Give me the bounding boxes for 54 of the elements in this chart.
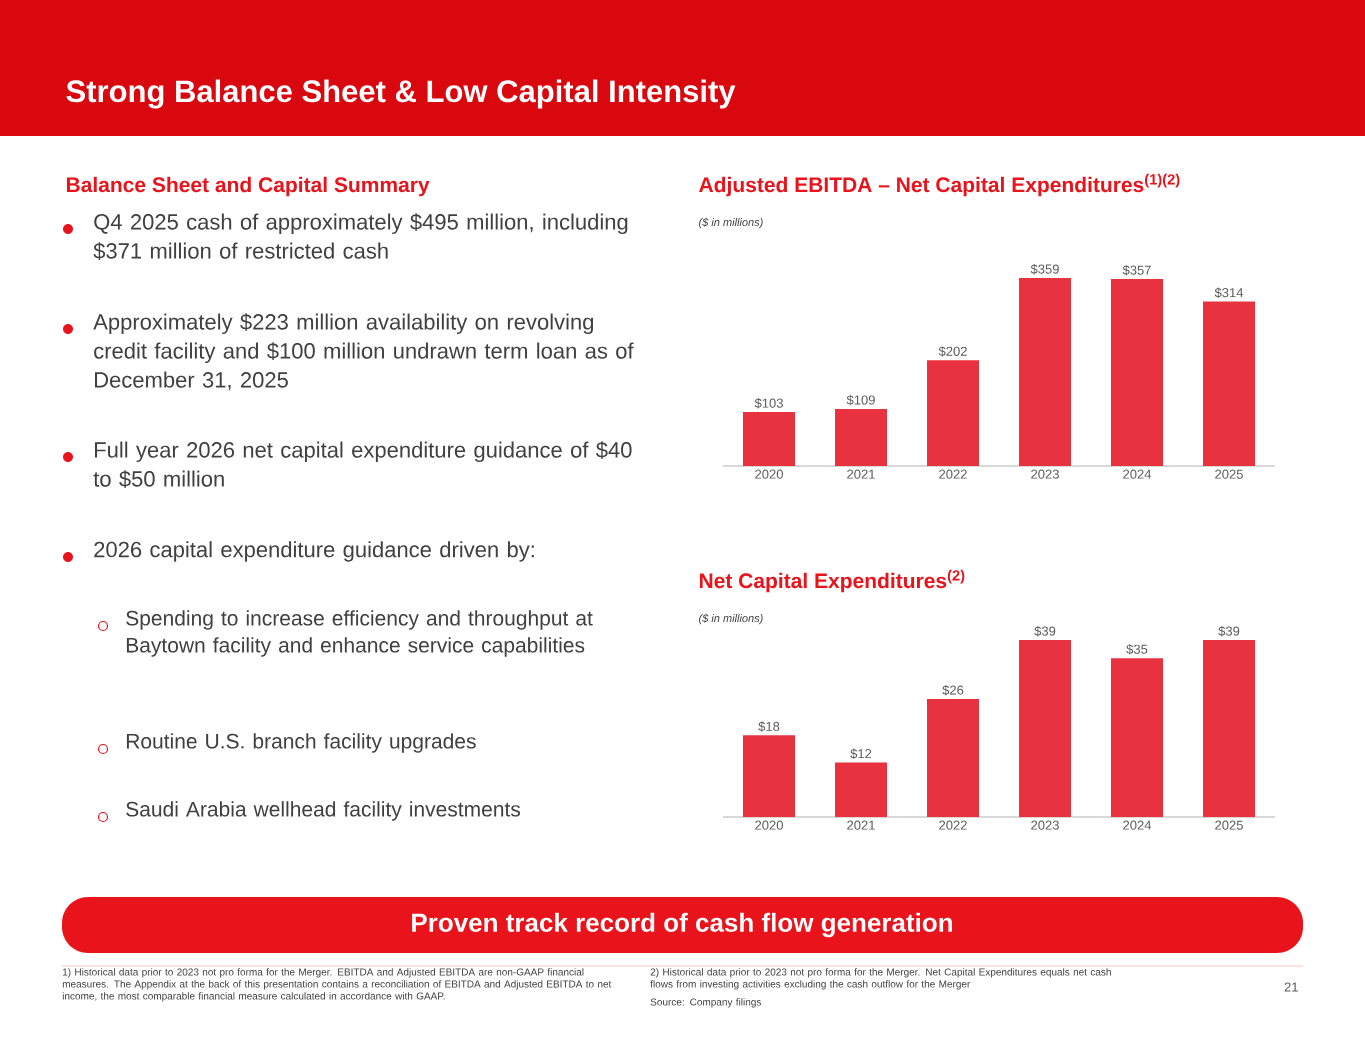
text: 21 [1284, 982, 1298, 992]
data-label: $12 [850, 748, 872, 759]
x-tick-label: 2022 [939, 469, 967, 479]
data-label: $202 [938, 346, 967, 357]
data-label: $357 [1122, 264, 1151, 276]
text: Approximately $223 million availability on revolving credit facility and $100 million undrawn term loan as of December 31, 2025 [93, 313, 634, 391]
chart-subtitle: ($ in millions) [699, 217, 763, 229]
chart-title: Net Capital Expenditures$^{(2)}$ [699, 569, 965, 593]
data-label: $35 [1126, 644, 1148, 655]
bar [743, 412, 796, 466]
text: Balance Sheet and Capital Summary [66, 176, 430, 197]
text: Proven track record of cash flow generation [412, 912, 952, 938]
bar [1019, 277, 1072, 466]
x-tick-label: 2022 [939, 820, 967, 830]
bar [835, 762, 888, 817]
text: Spending to increase efficiency and throughput at Baytown facility and enhance service capabilities [126, 610, 593, 657]
x-tick-label: 2021 [847, 820, 875, 830]
data-label: $39 [1218, 625, 1240, 637]
text: Routine U.S. branch facility upgrades [126, 733, 476, 753]
x-tick-label: 2025 [1215, 469, 1243, 479]
text: Saudi Arabia wellhead facility investments [126, 801, 521, 821]
x-tick-label: 2021 [847, 469, 875, 479]
text: 1) Historical data prior to 2023 not pro forma for the Merger. EBITDA and Adjusted EBITDA are non-GAAP financial measures. The Appendix at the back of this presentation contains a reconciliation of EBITDA and Adjusted EBITDA to net income, the most comparable financial measure calculated in accordance with GAAP. [62, 968, 612, 1002]
bar [927, 699, 980, 817]
x-tick-label: 2025 [1215, 820, 1243, 830]
data-label: $359 [1030, 263, 1059, 275]
data-label: $39 [1034, 625, 1056, 637]
bar [1203, 301, 1256, 466]
text: Q4 2025 cash of approximately $495 million, including $371 million of restricted cash [93, 213, 628, 260]
chart-title: Adjusted EBITDA – Net Capital Expenditures$^{(1)(2)}$ [699, 173, 1180, 197]
data-label: $314 [1214, 287, 1244, 299]
text: 2) Historical data prior to 2023 not pro forma for the Merger. Net Capital Expenditures equals net cash flows from investing activities excluding the cash outflow for the Merger [650, 968, 1111, 990]
data-label: $109 [846, 394, 875, 406]
x-tick-label: 2024 [1123, 820, 1152, 830]
bar [835, 408, 888, 466]
x-tick-label: 2024 [1123, 469, 1152, 479]
data-label: $18 [758, 721, 780, 732]
bar [1019, 640, 1072, 817]
source-note: Source: Company filings [650, 998, 761, 1008]
text: 2026 capital expenditure guidance driven by: [94, 541, 534, 562]
x-tick-label: 2020 [755, 820, 783, 830]
x-tick-label: 2023 [1031, 820, 1059, 830]
x-tick-label: 2020 [755, 469, 783, 479]
text: Strong Balance Sheet & Low Capital Intensity [66, 79, 736, 109]
data-label: $103 [754, 397, 783, 409]
data-label: $26 [942, 684, 964, 696]
bar [1111, 279, 1164, 466]
bar [1111, 658, 1164, 817]
x-tick-label: 2023 [1031, 469, 1059, 479]
bar [1203, 640, 1256, 817]
bar [743, 735, 796, 817]
chart-subtitle: ($ in millions) [699, 613, 763, 625]
bar [927, 360, 980, 466]
text: Full year 2026 net capital expenditure guidance of $40 to $50 million [93, 441, 632, 488]
